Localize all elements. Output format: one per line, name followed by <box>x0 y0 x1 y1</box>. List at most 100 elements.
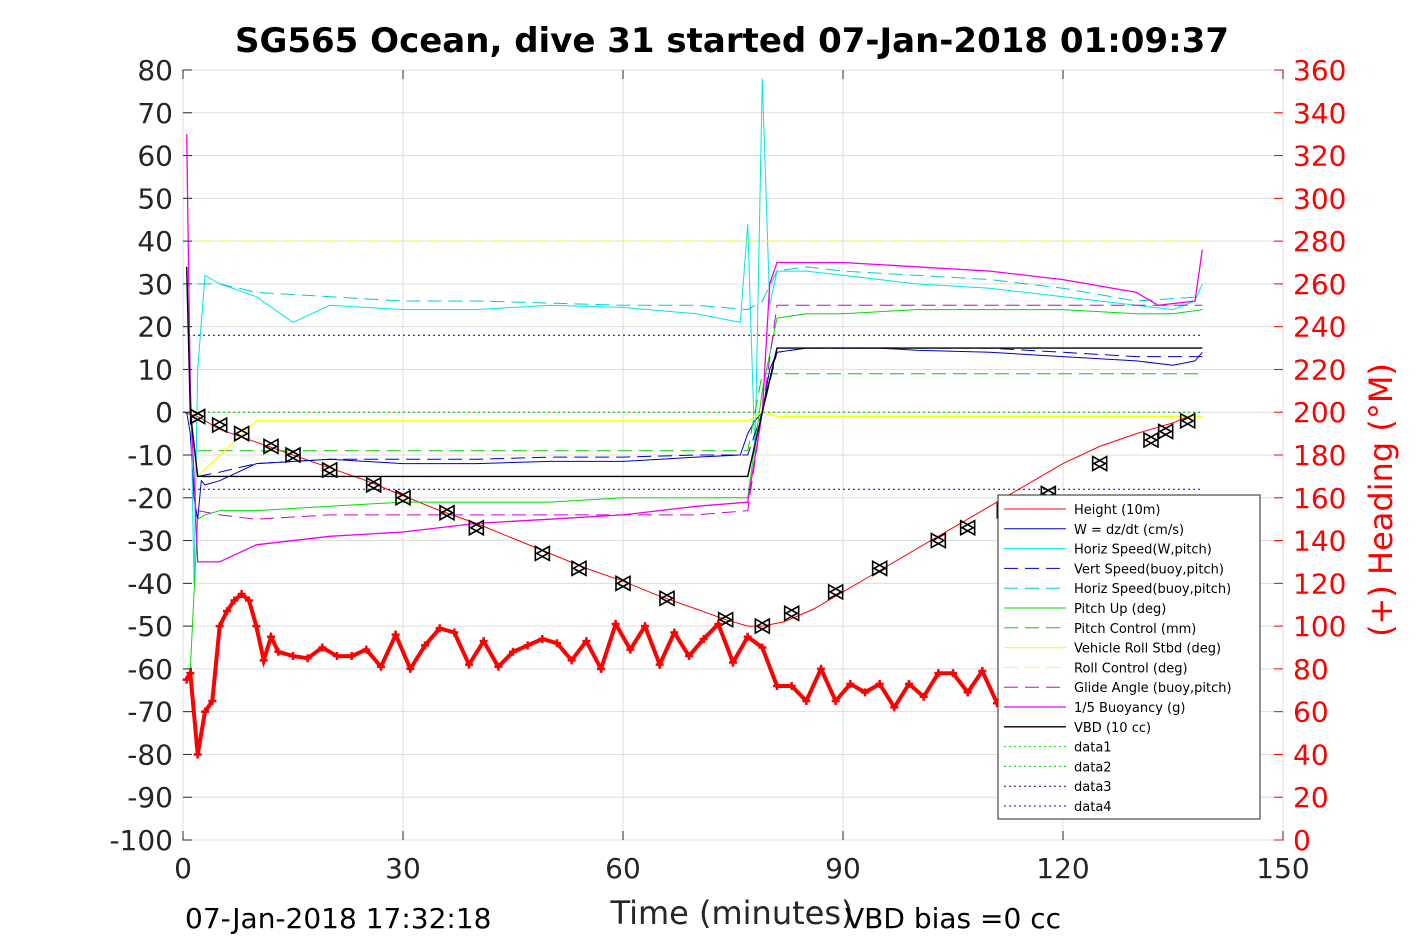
vbd-marker-left <box>535 545 551 562</box>
heading-point <box>252 622 261 631</box>
legend-label: data1 <box>1074 741 1112 756</box>
legend-item: W = dz/dt (cm/s) <box>1004 523 1184 538</box>
y2-axis-ticks: 3603403203002802602402202001801601401201… <box>1274 54 1346 857</box>
y-axis-ticks: 80 70 60 50 40 30 20 10 0 -10 -20 -30 -40 -50 -60 -70 -8… <box>109 54 192 857</box>
x-tick-label: 60 <box>605 852 641 885</box>
legend-items: Height (10m) W = dz/dt (cm/s) Horiz Speed(… <box>1004 503 1232 815</box>
y-tick-label: 50 <box>137 182 173 215</box>
footer-vbd-bias: VBD bias =0 cc <box>845 902 1061 935</box>
heading-point <box>626 645 635 654</box>
series-horiz-speed-w-pitch <box>186 78 1203 584</box>
y2-tick-label: 40 <box>1293 738 1329 771</box>
legend-label: Vehicle Roll Stbd (deg) <box>1074 642 1221 657</box>
y2-tick-label: 340 <box>1293 97 1346 130</box>
vbd-marker-left <box>960 519 976 537</box>
heading-point <box>890 703 899 712</box>
heading-point <box>538 634 547 643</box>
heading-point <box>905 679 913 688</box>
heading-point <box>846 679 855 688</box>
heading-point <box>201 707 209 716</box>
vbd-marker-left <box>1143 431 1159 449</box>
x-tick-label: 90 <box>825 852 861 885</box>
heading-point <box>729 658 737 667</box>
vbd-marker-left <box>190 408 206 425</box>
heading-point <box>479 637 488 646</box>
series-glide-angle-buoy-pitch <box>197 304 1203 520</box>
heading-point <box>597 664 605 673</box>
y-tick-label: -20 <box>127 482 173 515</box>
heading-point <box>465 660 473 669</box>
legend-label: data2 <box>1074 760 1112 775</box>
vbd-marker-left <box>755 617 771 635</box>
y2-tick-label: 0 <box>1293 824 1311 857</box>
y-tick-label: 60 <box>137 140 173 173</box>
legend-label: Height (10m) <box>1074 503 1160 518</box>
heading-point <box>223 607 231 616</box>
heading-point <box>186 669 195 678</box>
y-tick-label: 30 <box>137 268 173 301</box>
legend-label: 1/5 Buoyancy (g) <box>1074 701 1185 716</box>
heading-point <box>509 647 517 656</box>
y2-tick-label: 300 <box>1293 182 1346 215</box>
x-tick-label: 30 <box>385 852 421 885</box>
heading-point <box>919 692 928 701</box>
legend-item: 1/5 Buoyancy (g) <box>1004 701 1185 716</box>
vbd-marker-left <box>234 425 250 442</box>
y2-tick-label: 20 <box>1293 781 1329 814</box>
heading-point <box>582 637 591 646</box>
legend-label: Horiz Speed(buoy,pitch) <box>1074 582 1231 597</box>
series-vbd-10-cc <box>186 266 1203 478</box>
legend-label: VBD (10 cc) <box>1074 721 1151 736</box>
vbd-marker-left <box>469 519 485 537</box>
heading-point <box>787 682 796 690</box>
vbd-marker-left <box>872 560 888 577</box>
heading-point <box>237 590 246 599</box>
legend-item: Vehicle Roll Stbd (deg) <box>1004 642 1221 657</box>
heading-point <box>215 622 224 631</box>
vbd-marker-left <box>212 416 228 434</box>
heading-point <box>758 643 767 652</box>
heading-point <box>655 660 664 669</box>
heading-point <box>267 632 275 641</box>
y-tick-label: 0 <box>155 396 173 429</box>
heading-point <box>743 632 752 641</box>
y2-tick-label: 180 <box>1293 439 1346 472</box>
x-axis-label: Time (minutes) <box>610 894 854 932</box>
heading-point <box>934 669 943 678</box>
y2-tick-label: 120 <box>1293 567 1346 600</box>
vbd-marker-left <box>718 611 734 629</box>
legend-label: Pitch Up (deg) <box>1074 602 1166 617</box>
heading-point <box>611 619 620 628</box>
heading-point <box>699 634 708 643</box>
legend-item: Pitch Control (mm) <box>1004 622 1196 637</box>
heading-point <box>978 667 987 676</box>
chart-title: SG565 Ocean, dive 31 started 07-Jan-2018… <box>235 21 1229 61</box>
vbd-marker-left <box>322 461 338 479</box>
heading-point <box>670 628 679 637</box>
heading-point <box>230 596 239 605</box>
vbd-marker-left <box>784 604 800 622</box>
legend-item: data2 <box>1004 760 1112 775</box>
heading-point <box>875 679 884 688</box>
legend-label: Glide Angle (buoy,pitch) <box>1074 681 1232 696</box>
vbd-marker-left <box>285 446 301 464</box>
heading-point <box>567 656 576 665</box>
heading-point <box>773 682 781 690</box>
legend-label: Roll Control (deg) <box>1074 661 1188 676</box>
heading-point <box>182 675 191 684</box>
y-tick-label: 80 <box>137 54 173 87</box>
legend-label: Horiz Speed(W,pitch) <box>1074 543 1212 558</box>
heading-point <box>208 696 217 705</box>
vbd-marker-left <box>439 504 455 522</box>
heading-point <box>641 622 649 631</box>
heading-point <box>802 696 811 705</box>
y2-tick-label: 160 <box>1293 482 1346 515</box>
heading-point <box>362 645 371 654</box>
series-pitch-up-deg <box>189 309 1203 669</box>
legend-item: VBD (10 cc) <box>1004 721 1151 736</box>
heading-point <box>193 750 202 759</box>
legend-item: data4 <box>1004 800 1112 815</box>
heading-point <box>435 624 444 633</box>
heading-point <box>949 669 957 678</box>
